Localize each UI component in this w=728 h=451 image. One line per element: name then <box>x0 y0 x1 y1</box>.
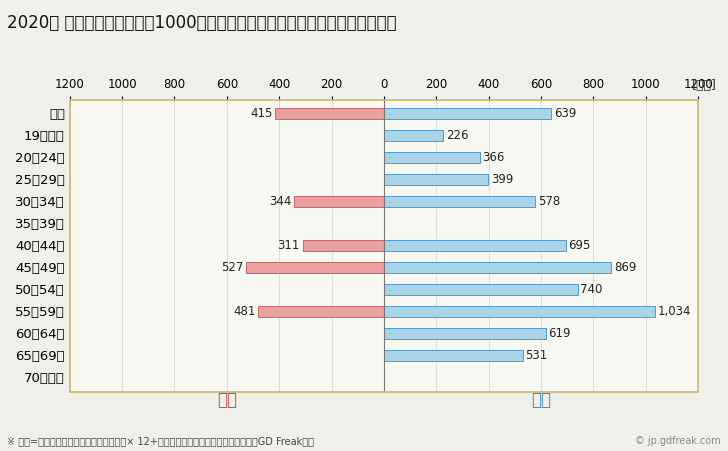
Bar <box>303 239 384 251</box>
Text: 527: 527 <box>221 261 243 274</box>
Text: 1,034: 1,034 <box>657 305 691 318</box>
Bar <box>384 174 488 185</box>
Text: 481: 481 <box>233 305 256 318</box>
Text: 366: 366 <box>483 151 505 164</box>
Bar <box>384 328 546 339</box>
Bar <box>384 306 654 317</box>
Bar <box>384 152 480 163</box>
Text: 740: 740 <box>580 283 603 296</box>
Text: 女性: 女性 <box>217 391 237 409</box>
Text: 311: 311 <box>277 239 300 252</box>
Bar <box>275 108 384 119</box>
Bar <box>384 284 578 295</box>
Text: ※ 年収=「きまって支給する現金給与額」× 12+「年間賞与その他特別給与額」としてGD Freak推計: ※ 年収=「きまって支給する現金給与額」× 12+「年間賞与その他特別給与額」と… <box>7 437 314 446</box>
Text: 399: 399 <box>491 173 513 186</box>
Bar <box>384 350 523 361</box>
Bar <box>258 306 384 317</box>
Text: 578: 578 <box>538 195 560 208</box>
Text: © jp.gdfreak.com: © jp.gdfreak.com <box>635 437 721 446</box>
Bar <box>384 129 443 141</box>
Text: 869: 869 <box>614 261 636 274</box>
Text: 415: 415 <box>250 107 273 120</box>
Bar <box>384 108 551 119</box>
Text: 639: 639 <box>554 107 577 120</box>
Bar <box>294 196 384 207</box>
Text: [万円]: [万円] <box>692 79 717 92</box>
Text: 226: 226 <box>446 129 468 142</box>
Text: 2020年 民間企業（従業者数1000人以上）フルタイム労働者の男女別平均年収: 2020年 民間企業（従業者数1000人以上）フルタイム労働者の男女別平均年収 <box>7 14 397 32</box>
Text: 男性: 男性 <box>531 391 551 409</box>
Text: 695: 695 <box>569 239 591 252</box>
Bar <box>384 196 535 207</box>
Bar <box>384 262 612 273</box>
Bar <box>384 239 566 251</box>
Text: 619: 619 <box>549 327 571 340</box>
Bar <box>246 262 384 273</box>
Text: 531: 531 <box>526 349 548 362</box>
Text: 344: 344 <box>269 195 291 208</box>
